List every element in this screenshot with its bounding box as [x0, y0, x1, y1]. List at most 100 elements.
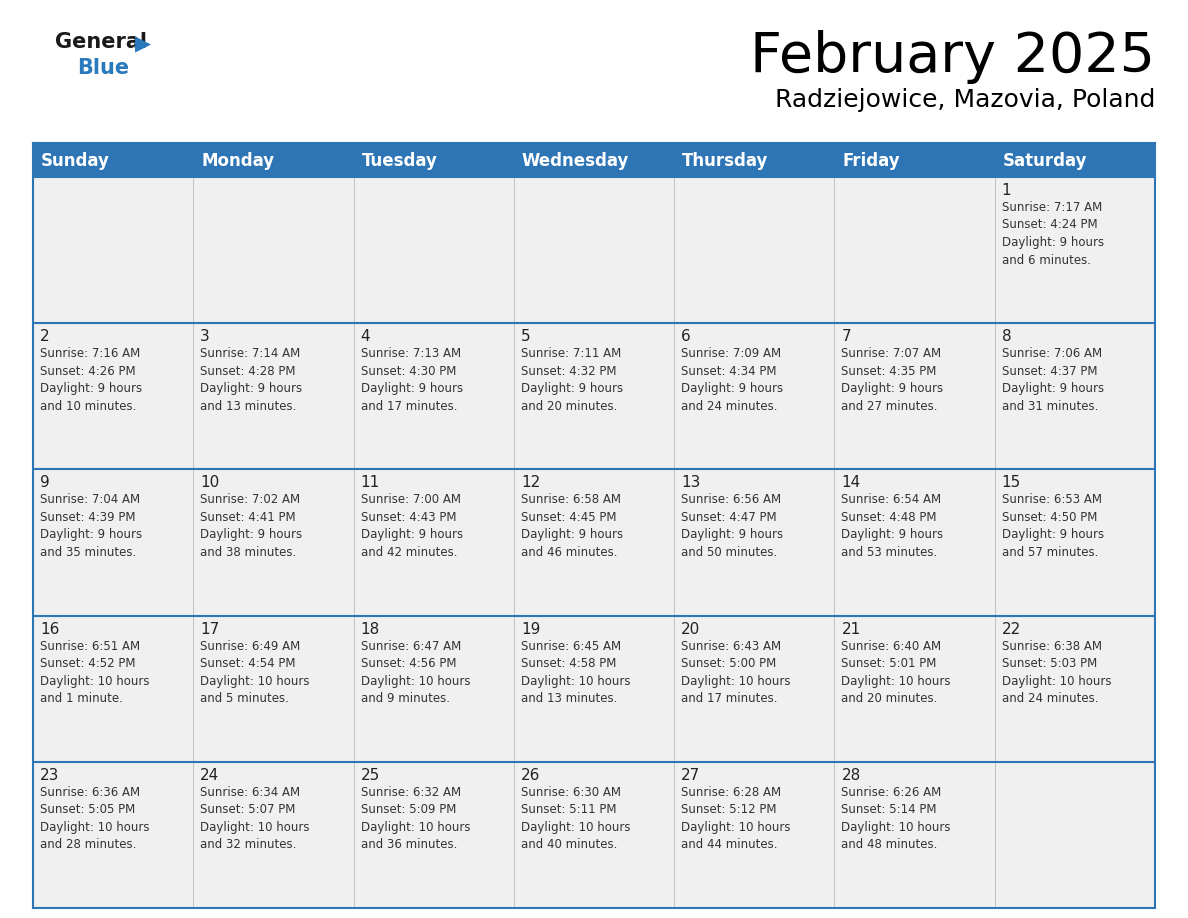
Text: 1: 1 — [1001, 183, 1011, 198]
Text: Sunrise: 6:32 AM
Sunset: 5:09 PM
Daylight: 10 hours
and 36 minutes.: Sunrise: 6:32 AM Sunset: 5:09 PM Dayligh… — [361, 786, 470, 851]
Text: Sunrise: 6:34 AM
Sunset: 5:07 PM
Daylight: 10 hours
and 32 minutes.: Sunrise: 6:34 AM Sunset: 5:07 PM Dayligh… — [201, 786, 310, 851]
Bar — [33, 323, 194, 469]
Bar — [514, 177, 674, 323]
Bar — [834, 143, 994, 177]
Text: Sunrise: 7:13 AM
Sunset: 4:30 PM
Daylight: 9 hours
and 17 minutes.: Sunrise: 7:13 AM Sunset: 4:30 PM Dayligh… — [361, 347, 462, 413]
Bar — [514, 616, 674, 762]
Text: Sunrise: 7:17 AM
Sunset: 4:24 PM
Daylight: 9 hours
and 6 minutes.: Sunrise: 7:17 AM Sunset: 4:24 PM Dayligh… — [1001, 201, 1104, 266]
Bar — [194, 143, 354, 177]
Bar — [674, 616, 834, 762]
Bar — [834, 762, 994, 908]
Text: 26: 26 — [520, 767, 541, 783]
Text: 24: 24 — [201, 767, 220, 783]
Bar — [674, 323, 834, 469]
Bar — [354, 323, 514, 469]
Text: 6: 6 — [681, 330, 691, 344]
Text: Sunrise: 6:49 AM
Sunset: 4:54 PM
Daylight: 10 hours
and 5 minutes.: Sunrise: 6:49 AM Sunset: 4:54 PM Dayligh… — [201, 640, 310, 705]
Text: 21: 21 — [841, 621, 860, 636]
Bar — [354, 177, 514, 323]
Bar — [33, 469, 194, 616]
Bar — [674, 177, 834, 323]
Text: 2: 2 — [40, 330, 50, 344]
Bar — [33, 143, 194, 177]
Text: 13: 13 — [681, 476, 701, 490]
Text: Sunday: Sunday — [42, 152, 109, 170]
Text: 16: 16 — [40, 621, 59, 636]
Text: Sunrise: 6:38 AM
Sunset: 5:03 PM
Daylight: 10 hours
and 24 minutes.: Sunrise: 6:38 AM Sunset: 5:03 PM Dayligh… — [1001, 640, 1111, 705]
Text: Radziejowice, Mazovia, Poland: Radziejowice, Mazovia, Poland — [775, 88, 1155, 112]
Text: 27: 27 — [681, 767, 701, 783]
Text: 28: 28 — [841, 767, 860, 783]
Bar — [514, 323, 674, 469]
Text: 19: 19 — [520, 621, 541, 636]
Text: Saturday: Saturday — [1003, 152, 1087, 170]
Text: Monday: Monday — [201, 152, 274, 170]
Text: Sunrise: 6:36 AM
Sunset: 5:05 PM
Daylight: 10 hours
and 28 minutes.: Sunrise: 6:36 AM Sunset: 5:05 PM Dayligh… — [40, 786, 150, 851]
Text: 17: 17 — [201, 621, 220, 636]
Bar — [33, 616, 194, 762]
Text: 15: 15 — [1001, 476, 1020, 490]
Bar — [354, 762, 514, 908]
Text: Sunrise: 6:26 AM
Sunset: 5:14 PM
Daylight: 10 hours
and 48 minutes.: Sunrise: 6:26 AM Sunset: 5:14 PM Dayligh… — [841, 786, 950, 851]
Text: 8: 8 — [1001, 330, 1011, 344]
Bar — [194, 616, 354, 762]
Text: Sunrise: 7:00 AM
Sunset: 4:43 PM
Daylight: 9 hours
and 42 minutes.: Sunrise: 7:00 AM Sunset: 4:43 PM Dayligh… — [361, 493, 462, 559]
Text: 22: 22 — [1001, 621, 1020, 636]
Bar — [834, 323, 994, 469]
Text: Sunrise: 7:16 AM
Sunset: 4:26 PM
Daylight: 9 hours
and 10 minutes.: Sunrise: 7:16 AM Sunset: 4:26 PM Dayligh… — [40, 347, 143, 413]
Text: 14: 14 — [841, 476, 860, 490]
Bar — [994, 616, 1155, 762]
Text: Sunrise: 6:54 AM
Sunset: 4:48 PM
Daylight: 9 hours
and 53 minutes.: Sunrise: 6:54 AM Sunset: 4:48 PM Dayligh… — [841, 493, 943, 559]
Text: Tuesday: Tuesday — [361, 152, 437, 170]
Bar — [674, 143, 834, 177]
Text: Sunrise: 6:45 AM
Sunset: 4:58 PM
Daylight: 10 hours
and 13 minutes.: Sunrise: 6:45 AM Sunset: 4:58 PM Dayligh… — [520, 640, 631, 705]
Text: 9: 9 — [40, 476, 50, 490]
Bar — [354, 143, 514, 177]
Text: Sunrise: 6:51 AM
Sunset: 4:52 PM
Daylight: 10 hours
and 1 minute.: Sunrise: 6:51 AM Sunset: 4:52 PM Dayligh… — [40, 640, 150, 705]
Text: 5: 5 — [520, 330, 531, 344]
Text: Sunrise: 6:47 AM
Sunset: 4:56 PM
Daylight: 10 hours
and 9 minutes.: Sunrise: 6:47 AM Sunset: 4:56 PM Dayligh… — [361, 640, 470, 705]
Bar — [194, 469, 354, 616]
Bar — [194, 323, 354, 469]
Bar — [994, 177, 1155, 323]
Text: February 2025: February 2025 — [750, 30, 1155, 84]
Text: 3: 3 — [201, 330, 210, 344]
Text: 23: 23 — [40, 767, 59, 783]
Text: 18: 18 — [361, 621, 380, 636]
Bar — [834, 469, 994, 616]
Bar — [994, 323, 1155, 469]
Bar — [674, 469, 834, 616]
Bar — [994, 762, 1155, 908]
Text: Sunrise: 6:53 AM
Sunset: 4:50 PM
Daylight: 9 hours
and 57 minutes.: Sunrise: 6:53 AM Sunset: 4:50 PM Dayligh… — [1001, 493, 1104, 559]
Bar — [354, 616, 514, 762]
Text: 4: 4 — [361, 330, 371, 344]
Text: Sunrise: 6:40 AM
Sunset: 5:01 PM
Daylight: 10 hours
and 20 minutes.: Sunrise: 6:40 AM Sunset: 5:01 PM Dayligh… — [841, 640, 950, 705]
Text: 20: 20 — [681, 621, 701, 636]
Bar — [674, 762, 834, 908]
Bar — [194, 762, 354, 908]
Text: Sunrise: 7:07 AM
Sunset: 4:35 PM
Daylight: 9 hours
and 27 minutes.: Sunrise: 7:07 AM Sunset: 4:35 PM Dayligh… — [841, 347, 943, 413]
Text: General: General — [55, 32, 147, 52]
Text: Sunrise: 6:28 AM
Sunset: 5:12 PM
Daylight: 10 hours
and 44 minutes.: Sunrise: 6:28 AM Sunset: 5:12 PM Dayligh… — [681, 786, 791, 851]
Text: Sunrise: 6:58 AM
Sunset: 4:45 PM
Daylight: 9 hours
and 46 minutes.: Sunrise: 6:58 AM Sunset: 4:45 PM Dayligh… — [520, 493, 623, 559]
Text: Sunrise: 6:30 AM
Sunset: 5:11 PM
Daylight: 10 hours
and 40 minutes.: Sunrise: 6:30 AM Sunset: 5:11 PM Dayligh… — [520, 786, 631, 851]
Text: Blue: Blue — [77, 58, 129, 78]
Text: Sunrise: 7:02 AM
Sunset: 4:41 PM
Daylight: 9 hours
and 38 minutes.: Sunrise: 7:02 AM Sunset: 4:41 PM Dayligh… — [201, 493, 303, 559]
Text: Sunrise: 7:06 AM
Sunset: 4:37 PM
Daylight: 9 hours
and 31 minutes.: Sunrise: 7:06 AM Sunset: 4:37 PM Dayligh… — [1001, 347, 1104, 413]
Text: 12: 12 — [520, 476, 541, 490]
Text: Wednesday: Wednesday — [522, 152, 630, 170]
Bar — [33, 177, 194, 323]
Bar — [994, 469, 1155, 616]
Text: Sunrise: 7:09 AM
Sunset: 4:34 PM
Daylight: 9 hours
and 24 minutes.: Sunrise: 7:09 AM Sunset: 4:34 PM Dayligh… — [681, 347, 783, 413]
Text: Friday: Friday — [842, 152, 901, 170]
Bar — [834, 177, 994, 323]
Text: Thursday: Thursday — [682, 152, 769, 170]
Text: Sunrise: 6:43 AM
Sunset: 5:00 PM
Daylight: 10 hours
and 17 minutes.: Sunrise: 6:43 AM Sunset: 5:00 PM Dayligh… — [681, 640, 791, 705]
Bar — [834, 616, 994, 762]
Bar — [194, 177, 354, 323]
Bar — [994, 143, 1155, 177]
Bar — [514, 469, 674, 616]
Text: Sunrise: 6:56 AM
Sunset: 4:47 PM
Daylight: 9 hours
and 50 minutes.: Sunrise: 6:56 AM Sunset: 4:47 PM Dayligh… — [681, 493, 783, 559]
Bar — [354, 469, 514, 616]
Text: Sunrise: 7:11 AM
Sunset: 4:32 PM
Daylight: 9 hours
and 20 minutes.: Sunrise: 7:11 AM Sunset: 4:32 PM Dayligh… — [520, 347, 623, 413]
